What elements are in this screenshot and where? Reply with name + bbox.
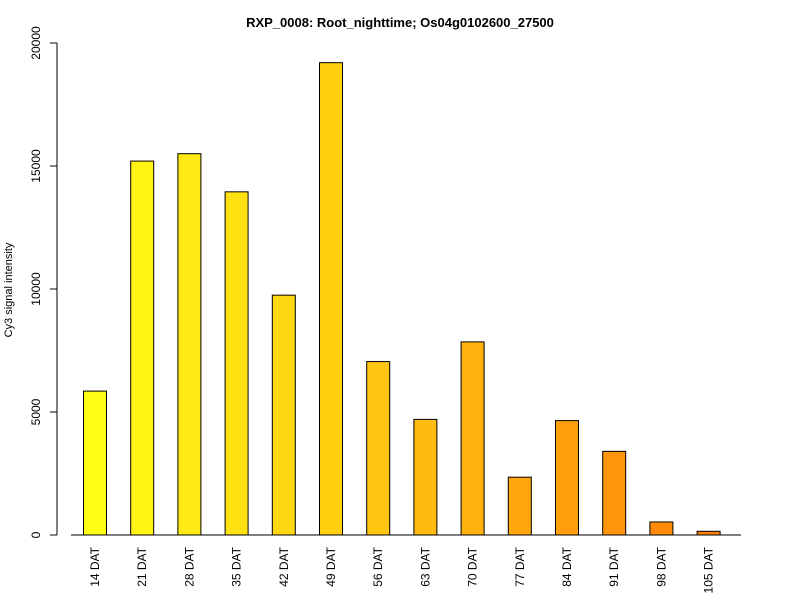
x-tick-label: 77 DAT	[513, 546, 527, 586]
bar	[507, 476, 532, 536]
x-tick-label: 28 DAT	[182, 546, 196, 586]
x-tick-label: 91 DAT	[607, 546, 621, 586]
bar	[130, 160, 155, 536]
x-tick-label: 42 DAT	[277, 546, 291, 586]
y-tick-label: 5000	[29, 398, 43, 425]
x-tick-label: 21 DAT	[135, 546, 149, 586]
x-tick-label: 105 DAT	[702, 546, 716, 593]
bar	[413, 418, 438, 536]
y-axis: 0 5000 10000 15000 20000	[29, 26, 58, 538]
bar	[555, 420, 579, 536]
bar	[366, 361, 391, 536]
x-tick-label: 14 DAT	[88, 546, 102, 586]
bar	[696, 530, 721, 536]
bar	[83, 390, 107, 536]
bar	[602, 450, 627, 536]
bar	[224, 191, 249, 536]
y-tick-label: 20000	[29, 26, 43, 60]
y-tick-label: 10000	[29, 272, 43, 306]
x-tick-label: 84 DAT	[560, 546, 574, 586]
y-axis-title: Cy3 signal intensity	[3, 242, 15, 337]
x-tick-label: 63 DAT	[418, 546, 432, 586]
x-tick-label: 35 DAT	[230, 546, 244, 586]
bars-group	[83, 62, 721, 536]
bar	[460, 341, 485, 536]
x-tick-label: 56 DAT	[371, 546, 385, 586]
bar	[271, 294, 296, 536]
bar	[177, 153, 202, 536]
x-axis-labels: 14 DAT 21 DAT 28 DAT 35 DAT 42 DAT 49 DAT 56 D…	[88, 546, 716, 593]
bar	[649, 521, 674, 536]
chart-title: RXP_0008: Root_nighttime; Os04g0102600_2…	[246, 15, 554, 30]
y-tick-label: 0	[29, 531, 43, 538]
y-tick-label: 15000	[29, 149, 43, 183]
x-tick-label: 49 DAT	[324, 546, 338, 586]
x-tick-label: 98 DAT	[654, 546, 668, 586]
bar	[319, 62, 343, 536]
x-tick-label: 70 DAT	[466, 546, 480, 586]
